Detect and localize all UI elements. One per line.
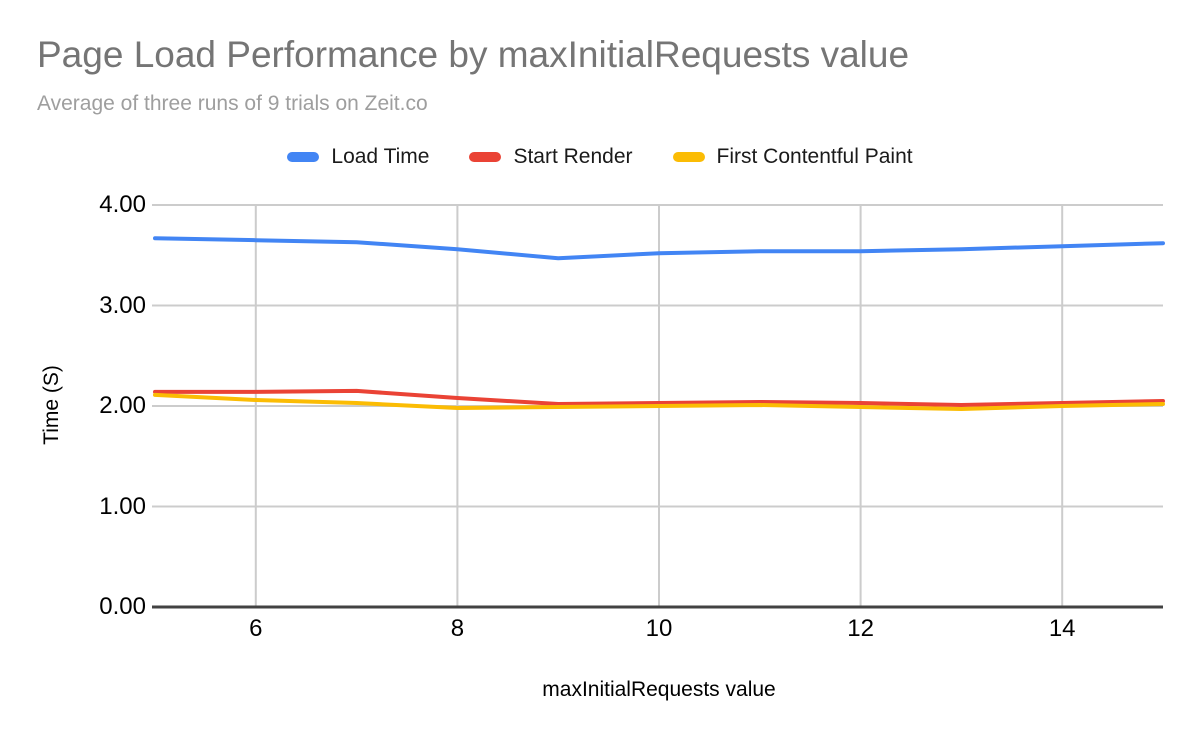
y-tick-label: 0.00 xyxy=(99,593,146,620)
legend-label: First Contentful Paint xyxy=(716,145,913,168)
x-axis-title: maxInitialRequests value xyxy=(542,678,776,701)
y-tick-label: 3.00 xyxy=(99,291,146,319)
legend-item-first-contentful-paint: First Contentful Paint xyxy=(672,145,913,169)
series-line-first-contentful-paint xyxy=(153,392,1165,411)
legend-label: Load Time xyxy=(331,145,430,168)
legend-swatch-icon xyxy=(287,152,320,162)
chart-title: Page Load Performance by maxInitialReque… xyxy=(37,34,910,75)
x-tick-label: 14 xyxy=(1048,615,1076,642)
y-tick-label: 2.00 xyxy=(99,392,146,419)
series-line-load-time xyxy=(153,236,1165,261)
legend-swatch-icon xyxy=(672,152,705,162)
x-tick-label: 8 xyxy=(450,615,465,642)
y-axis-title: Time (S) xyxy=(40,365,63,445)
y-tick-label: 4.00 xyxy=(99,191,146,218)
x-tick-label: 12 xyxy=(847,615,874,642)
legend-label: Start Render xyxy=(513,145,633,168)
x-tick-label: 6 xyxy=(249,615,263,642)
legend-item-load-time: Load Time xyxy=(287,145,429,169)
chart-subtitle: Average of three runs of 9 trials on Zei… xyxy=(37,92,428,115)
legend-swatch-icon xyxy=(469,152,502,162)
series-line-start-render xyxy=(153,388,1165,407)
y-tick-label: 1.00 xyxy=(99,492,146,520)
legend: Load Time Start Render First Contentful Pa… xyxy=(0,143,1200,171)
x-tick-label: 10 xyxy=(645,615,673,642)
legend-item-start-render: Start Render xyxy=(469,145,633,169)
